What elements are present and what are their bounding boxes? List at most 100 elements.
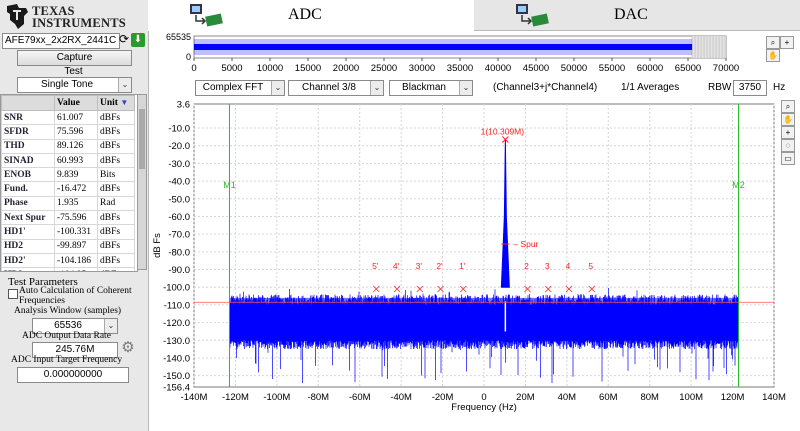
tab-adc[interactable]: ADC [148,0,474,31]
tab-dac[interactable]: DAC [474,0,800,31]
metric-value: 75.596 [54,124,98,140]
analysis-window-label: Analysis Window (samples) [14,306,122,316]
table-row[interactable]: THD 89.126 dBFs [1,138,135,154]
spectrum-x-label: Frequency (Hz) [451,402,516,413]
table-row[interactable]: Fund. -16.472 dBFs [1,181,135,197]
marker-label-m2: M2 [732,180,745,190]
codes-x-tick: 55000 [599,63,625,74]
table-row[interactable]: Next Spur -75.596 dBFs [1,210,135,226]
metric-value: -100.331 [54,224,98,240]
codes-x-tick: 15000 [295,63,321,74]
table-row[interactable]: HD1' -100.331 dBFs [1,224,135,240]
table-row[interactable]: HD2 -99.897 dBFs [1,238,135,254]
spectrum-x-tick: 60M [599,392,618,403]
metrics-col-unit-label: Unit [100,98,118,108]
metrics-body: SNR 61.007 dBFs SFDR 75.596 dBFs THD 89.126 dBFs… [1,109,135,271]
device-field[interactable]: AFE79xx_2x2RX_2441C [2,33,120,49]
chevron-down-icon[interactable]: ⌄ [370,81,383,95]
target-freq-field[interactable]: 0.000000000 [17,367,129,383]
table-row[interactable]: SINAD 60.993 dBFs [1,152,135,169]
codes-chart-tools: ⌕ + ✋ [766,36,794,62]
channel-select[interactable]: Channel 3/8 ⌄ [288,80,384,96]
zoom-icon[interactable]: ⌕ [781,100,795,113]
cursor-icon[interactable]: ◌ [781,139,795,152]
analysis-window-select[interactable]: 65536 ⌄ [32,318,118,334]
chevron-down-icon[interactable]: ⌄ [104,319,117,333]
metrics-header-row: Value Unit ▼ [1,95,135,111]
auto-calc-label: Auto Calculation of Coherent Frequencies [19,286,132,306]
test-select[interactable]: Single Tone ⌄ [17,77,132,93]
metric-unit: dBFs [97,124,135,140]
table-row[interactable]: SNR 61.007 dBFs [1,109,135,126]
download-icon[interactable]: ⬇ [131,33,145,47]
harmonic-marker-label: 2 [524,261,529,271]
output-rate-field[interactable]: 245.76M [32,342,118,358]
codes-x-tick: 60000 [637,63,663,74]
fundamental-peak [500,139,510,288]
spectrum-chart[interactable]: 3.6 -10.0 -20.0 -30.0 -40.0 -50.0 -60.0 -70.0 -8… [148,96,800,431]
refresh-icon[interactable]: ⟳ [118,32,130,46]
table-row[interactable]: Phase 1.935 Rad [1,195,135,212]
metric-value: 89.126 [54,138,98,154]
codes-empty-region [692,36,726,58]
spectrum-y-tick: -140.0 [163,353,190,364]
scrollbar-thumb[interactable] [139,109,145,169]
rbw-field[interactable]: 3750 [733,80,767,96]
metric-unit: Bits [97,167,135,183]
chevron-down-icon[interactable]: ⌄ [459,81,472,95]
table-row[interactable]: HD3-104.85dBFs [1,267,135,271]
tab-dac-label: DAC [614,6,648,23]
spectrum-x-tick: 20M [516,392,535,403]
metric-unit: dBFs [97,109,135,126]
marker-label-m1: M1 [223,180,236,190]
metric-value: -99.897 [54,238,98,254]
pan-hand-icon[interactable]: ✋ [766,49,780,62]
target-freq-label: ADC Input Target Frequency [11,355,123,365]
ti-logo: TEXAS INSTRUMENTS [2,2,146,32]
spectrum-y-tick: -50.0 [168,194,190,205]
zoom-icon[interactable]: ⌕ [766,36,780,49]
chevron-down-icon[interactable]: ⌄ [118,78,131,92]
pan-hand-icon[interactable]: ✋ [781,113,795,126]
auto-calc-checkbox[interactable] [8,289,18,299]
metric-name: HD3 [1,267,55,271]
channel-value: Channel 3/8 [302,82,356,93]
window-value: Blackman [402,82,446,93]
spectrum-y-label: dB Fs [152,233,163,258]
spectrum-x-tick: -20M [432,392,454,403]
spectrum-y-tick: -80.0 [168,247,190,258]
chevron-down-icon[interactable]: ⌄ [271,81,284,95]
crosshair-icon[interactable]: + [781,126,795,139]
fft-mode-select[interactable]: Complex FFT ⌄ [195,80,285,96]
metrics-table: Value Unit ▼ SNR 61.007 dBFs SFDR 75.596 dBFs… [0,94,138,272]
window-select[interactable]: Blackman ⌄ [389,80,473,96]
harmonic-marker-x [544,285,552,293]
crosshair-icon[interactable]: + [780,36,794,49]
metric-name: SNR [1,109,55,126]
metric-name: Phase [1,195,55,212]
harmonic-marker-label: 2' [436,261,443,271]
spectrum-noise-core [229,297,739,337]
metrics-col-name [1,95,55,111]
metric-unit: dBFs [97,224,135,240]
spectrum-x-tick: -80M [307,392,329,403]
metrics-col-unit[interactable]: Unit ▼ [97,95,135,111]
table-row[interactable]: ENOB 9.839 Bits [1,167,135,183]
spectrum-y-tick: -20.0 [168,141,190,152]
capture-button[interactable]: Capture [17,50,132,66]
codes-x-tick: 70000 [713,63,739,74]
spectrum-y-tick: -90.0 [168,265,190,276]
spectrum-y-tick: -150.0 [163,371,190,382]
gear-icon[interactable]: ⚙ [121,339,135,356]
harmonic-marker-label: 4' [393,261,400,271]
spectrum-x-tick: -100M [263,392,290,403]
rbw-label: RBW [708,82,732,93]
codes-x-tick: 10000 [257,63,283,74]
metrics-scrollbar[interactable] [137,94,147,270]
table-row[interactable]: HD2' -104.186 dBFs [1,252,135,269]
harmonic-marker-label: 4 [566,261,571,271]
metric-name: HD2' [1,252,55,269]
marker-icon[interactable]: ▭ [781,152,795,165]
table-row[interactable]: SFDR 75.596 dBFs [1,124,135,140]
spectrum-x-tick: 0 [481,392,486,403]
